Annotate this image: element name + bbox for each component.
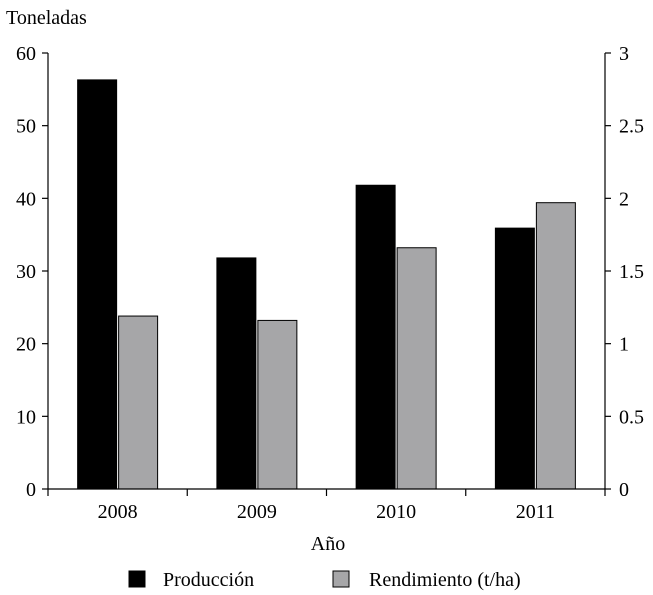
x-axis-title: Año [311,533,345,555]
right-tick-label: 0 [619,479,629,501]
left-tick-label: 20 [16,334,36,356]
bar-rendimiento-2011 [535,202,576,490]
bar-produccion-2008 [77,79,118,490]
x-tick-label: 2011 [516,501,555,523]
y-axis-title: Toneladas [6,7,87,29]
right-tick-label: 3 [619,43,629,65]
bar-rendimiento-2009 [257,319,298,490]
bar-produccion-2010 [355,184,396,490]
legend-label-produccion: Producción [163,569,254,591]
left-tick-label: 10 [16,406,36,428]
bar-produccion-2011 [494,227,535,490]
right-tick-label: 0.5 [619,406,644,428]
right-tick-label: 2.5 [619,116,644,138]
left-tick-label: 50 [16,116,36,138]
bar-rendimiento-2010 [396,247,437,490]
left-tick-label: 60 [16,43,36,65]
legend-swatch-produccion [128,570,146,588]
right-tick-label: 2 [619,188,629,210]
left-tick-label: 0 [26,479,36,501]
bar-rendimiento-2008 [118,315,159,490]
x-tick-label: 2010 [376,501,416,523]
legend: Producción Rendimiento (t/ha) [128,569,521,591]
legend-swatch-rendimiento [332,570,350,588]
left-tick-label: 30 [16,261,36,283]
legend-label-rendimiento: Rendimiento (t/ha) [369,569,521,591]
x-tick-label: 2009 [237,501,277,523]
x-tick-label: 2008 [98,501,138,523]
right-tick-label: 1 [619,334,629,356]
x-axis: 2008 2009 2010 2011 [47,488,606,523]
right-axis: 0 0.5 1 1.5 2 2.5 3 [604,43,644,501]
bars [77,79,576,490]
left-axis: 0 10 20 30 40 50 60 [16,43,49,501]
right-tick-label: 1.5 [619,261,644,283]
left-tick-label: 40 [16,188,36,210]
bar-produccion-2009 [216,257,257,490]
